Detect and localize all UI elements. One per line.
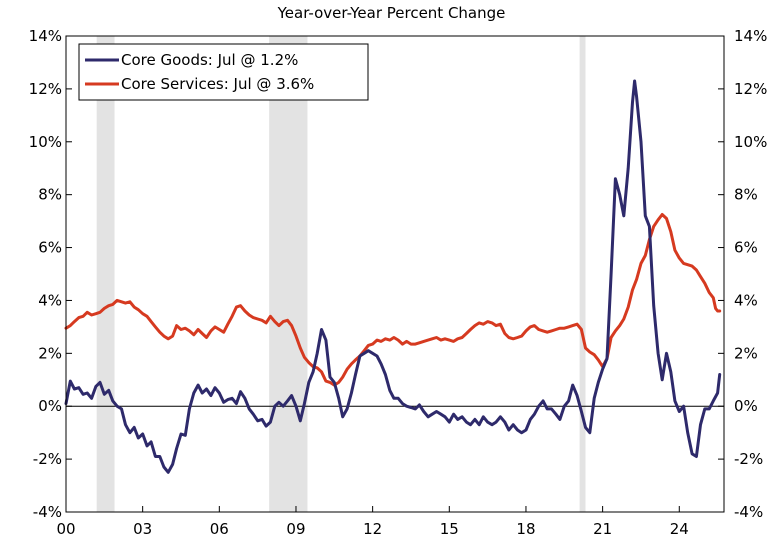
axes: -4% -4% -2% -2% 0% 0% 2% 2% 4% 4% 6% 6% 8% 8% 10% 10% 12… bbox=[29, 27, 768, 538]
y-tick-label-left: 4% bbox=[38, 291, 62, 309]
y-tick-label-right: 4% bbox=[734, 291, 758, 309]
y-tick-label-right: 6% bbox=[734, 239, 758, 257]
recession-band-2 bbox=[579, 36, 586, 512]
y-tick-label-left: 0% bbox=[38, 397, 62, 415]
x-tick-label: 18 bbox=[516, 520, 535, 538]
series-line-core-services bbox=[64, 213, 722, 387]
y-tick-label-left: 2% bbox=[38, 344, 62, 362]
recession-band-0 bbox=[96, 36, 115, 512]
x-tick-label: 06 bbox=[210, 520, 229, 538]
y-tick-label-right: 10% bbox=[734, 133, 767, 151]
y-tick-label-right: 12% bbox=[734, 80, 767, 98]
y-tick-label-left: 6% bbox=[38, 239, 62, 257]
y-tick-label-left: 8% bbox=[38, 186, 62, 204]
y-tick-label-left: -4% bbox=[33, 503, 62, 521]
y-tick-label-left: 12% bbox=[29, 80, 62, 98]
series-line-core-goods bbox=[64, 79, 722, 474]
y-tick-label-right: 14% bbox=[734, 27, 767, 45]
x-tick-label: 09 bbox=[286, 520, 305, 538]
x-tick-label: 15 bbox=[440, 520, 459, 538]
plot-frame bbox=[65, 35, 725, 513]
legend-label-1: Core Services: Jul @ 3.6% bbox=[121, 75, 314, 93]
recession-bands bbox=[96, 36, 586, 512]
y-tick-label-right: 8% bbox=[734, 186, 758, 204]
x-tick-label: 00 bbox=[56, 520, 75, 538]
x-tick-label: 21 bbox=[593, 520, 612, 538]
y-tick-label-right: -4% bbox=[734, 503, 763, 521]
legend-label-0: Core Goods: Jul @ 1.2% bbox=[121, 51, 298, 69]
y-tick-label-left: 14% bbox=[29, 27, 62, 45]
y-tick-label-right: 0% bbox=[734, 397, 758, 415]
series-lines bbox=[64, 79, 722, 474]
recession-band-1 bbox=[269, 36, 308, 512]
y-tick-label-right: -2% bbox=[734, 450, 763, 468]
y-tick-label-left: 10% bbox=[29, 133, 62, 151]
x-tick-label: 24 bbox=[670, 520, 689, 538]
y-tick-label-right: 2% bbox=[734, 344, 758, 362]
x-tick-label: 12 bbox=[363, 520, 382, 538]
legend-box bbox=[78, 43, 369, 101]
legend: Core Goods: Jul @ 1.2% Core Services: Jul… bbox=[78, 43, 369, 101]
y-tick-label-left: -2% bbox=[33, 450, 62, 468]
chart-title: Year-over-Year Percent Change bbox=[277, 4, 506, 22]
x-tick-label: 03 bbox=[133, 520, 152, 538]
